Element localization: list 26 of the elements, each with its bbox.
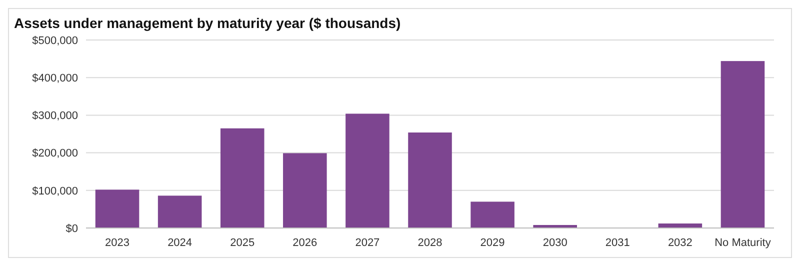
y-tick-label: $500,000 bbox=[32, 34, 78, 47]
y-tick-label: $100,000 bbox=[32, 185, 78, 198]
x-tick-label: 2025 bbox=[230, 237, 255, 249]
y-tick-label: $300,000 bbox=[32, 110, 78, 122]
bar bbox=[720, 61, 765, 228]
bar bbox=[158, 196, 202, 228]
bar bbox=[408, 132, 452, 228]
bar bbox=[283, 153, 327, 228]
x-tick-label: No Maturity bbox=[714, 237, 772, 249]
x-tick-label: 2028 bbox=[418, 237, 442, 249]
x-tick-label: 2031 bbox=[605, 237, 630, 249]
y-tick-label: $400,000 bbox=[32, 72, 78, 84]
bar bbox=[220, 128, 264, 228]
x-tick-label: 2027 bbox=[355, 237, 380, 249]
x-tick-label: 2023 bbox=[105, 237, 130, 249]
x-tick-label: 2032 bbox=[668, 237, 692, 249]
y-tick-label: $0 bbox=[66, 222, 78, 235]
x-tick-label: 2029 bbox=[480, 237, 505, 249]
x-tick-label: 2030 bbox=[542, 237, 568, 249]
bar bbox=[95, 190, 140, 228]
bar bbox=[346, 114, 390, 228]
chart-title: Assets under management by maturity year ($ thousands) bbox=[14, 15, 401, 31]
y-tick-label: $200,000 bbox=[32, 148, 78, 160]
x-tick-label: 2026 bbox=[292, 237, 318, 249]
bar bbox=[470, 202, 514, 228]
x-tick-label: 2024 bbox=[168, 237, 192, 249]
